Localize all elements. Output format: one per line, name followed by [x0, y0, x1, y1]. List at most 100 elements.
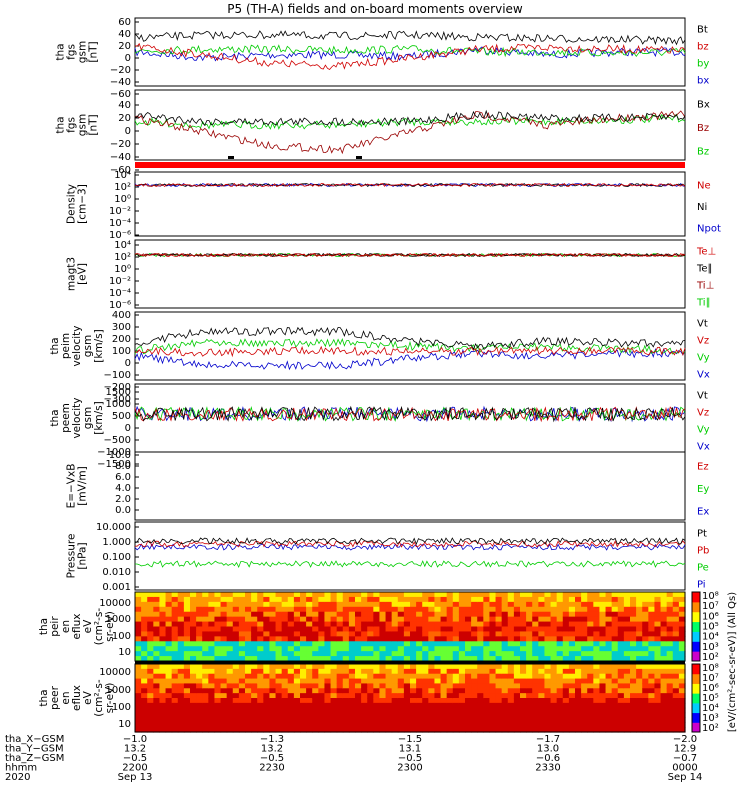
heatmap-cell [550, 631, 558, 637]
heatmap-cell [654, 668, 662, 675]
heatmap-cell [245, 712, 252, 719]
heatmap-cell [257, 596, 264, 603]
y-axis-label: [nT] [88, 114, 100, 135]
heatmap-cell [361, 636, 368, 642]
y-axis-label: tha [55, 116, 67, 133]
heatmap-cell [654, 646, 662, 652]
heatmap-cell [660, 673, 668, 680]
heatmap-cell [489, 656, 497, 662]
series-Vt-line [134, 405, 686, 423]
heatmap-cell [373, 651, 381, 657]
heatmap-cell [171, 693, 179, 699]
heatmap-cell [177, 641, 185, 647]
heatmap-cell [636, 631, 643, 637]
heatmap-cell [281, 601, 289, 608]
heatmap-cell [226, 664, 234, 670]
heatmap-cell [678, 651, 686, 657]
heatmap-cell [556, 631, 564, 637]
heatmap-cell [556, 698, 564, 704]
heatmap-cell [458, 688, 466, 694]
heatmap-cell [648, 626, 656, 633]
heatmap-cell [642, 606, 649, 613]
heatmap-cell [355, 673, 362, 680]
heatmap-cell [428, 693, 436, 699]
heatmap-cell [226, 631, 234, 637]
heatmap-cell [153, 693, 161, 699]
heatmap-cell [599, 601, 607, 608]
heatmap-cell [630, 651, 637, 657]
heatmap-cell [306, 707, 313, 714]
heatmap-cell [434, 611, 442, 618]
heatmap-cell [238, 611, 246, 618]
heatmap-cell [587, 592, 594, 598]
heatmap-cell [238, 656, 246, 662]
heatmap-cell [520, 611, 527, 618]
heatmap-cell [196, 702, 203, 709]
heatmap-cell [141, 678, 148, 685]
heatmap-cell [257, 693, 264, 699]
heatmap-cell [385, 722, 393, 728]
y-axis-label: [cm−3] [77, 184, 89, 224]
heatmap-cell [605, 673, 613, 680]
heatmap-cell [623, 631, 631, 637]
heatmap-cell [324, 631, 332, 637]
heatmap-cell [293, 606, 301, 613]
heatmap-cell [379, 631, 387, 637]
heatmap-cell [605, 693, 613, 699]
heatmap-cell [183, 678, 191, 685]
heatmap-cell [208, 664, 216, 670]
heatmap-cell [226, 611, 234, 618]
heatmap-cell [471, 688, 478, 694]
heatmap-cell [568, 641, 576, 647]
heatmap-cell [324, 678, 332, 685]
y-tick-label: 400 [112, 310, 131, 321]
heatmap-cell [348, 668, 356, 675]
heatmap-cell [477, 693, 484, 699]
heatmap-cell [599, 656, 607, 662]
heatmap-cell [666, 664, 674, 670]
heatmap-cell [367, 646, 374, 652]
heatmap-cell [348, 626, 356, 633]
heatmap-cell [599, 646, 607, 652]
heatmap-cell [465, 601, 472, 608]
heatmap-cell [520, 631, 527, 637]
heatmap-cell [202, 592, 209, 598]
heatmap-cell [660, 664, 668, 670]
y-tick-label: 1500 [106, 387, 131, 398]
heatmap-cell [678, 693, 686, 699]
heatmap-cell [593, 722, 601, 728]
heatmap-cell [617, 722, 625, 728]
heatmap-cell [422, 646, 429, 652]
heatmap-cell [226, 651, 234, 657]
heatmap-cell [636, 727, 643, 733]
heatmap-cell [672, 626, 680, 633]
heatmap-cell [422, 693, 429, 699]
heatmap-cell [318, 693, 326, 699]
heatmap-cell [226, 702, 234, 709]
heatmap-cell [342, 636, 350, 642]
heatmap-cell [183, 592, 191, 598]
heatmap-cell [568, 596, 576, 603]
heatmap-cell [605, 678, 613, 685]
heatmap-cell [361, 673, 368, 680]
heatmap-cell [312, 601, 319, 608]
heatmap-cell [471, 683, 478, 689]
heatmap-cell [648, 698, 656, 704]
heatmap-cell [642, 698, 649, 704]
heatmap-cell [306, 664, 313, 670]
heatmap-cell [208, 611, 216, 618]
heatmap-cell [403, 693, 411, 699]
heatmap-cell [245, 656, 252, 662]
heatmap-cell [281, 722, 289, 728]
series-Vt-line [134, 326, 686, 351]
heatmap-cell [666, 611, 674, 618]
y-tick-label: 300 [112, 322, 131, 333]
heatmap-cell [330, 688, 338, 694]
heatmap-cell [587, 727, 594, 733]
heatmap-cell [495, 688, 503, 694]
heatmap-cell [293, 601, 301, 608]
heatmap-cell [245, 722, 252, 728]
heatmap-cell [538, 683, 546, 689]
heatmap-cell [660, 656, 668, 662]
heatmap-cell [281, 693, 289, 699]
